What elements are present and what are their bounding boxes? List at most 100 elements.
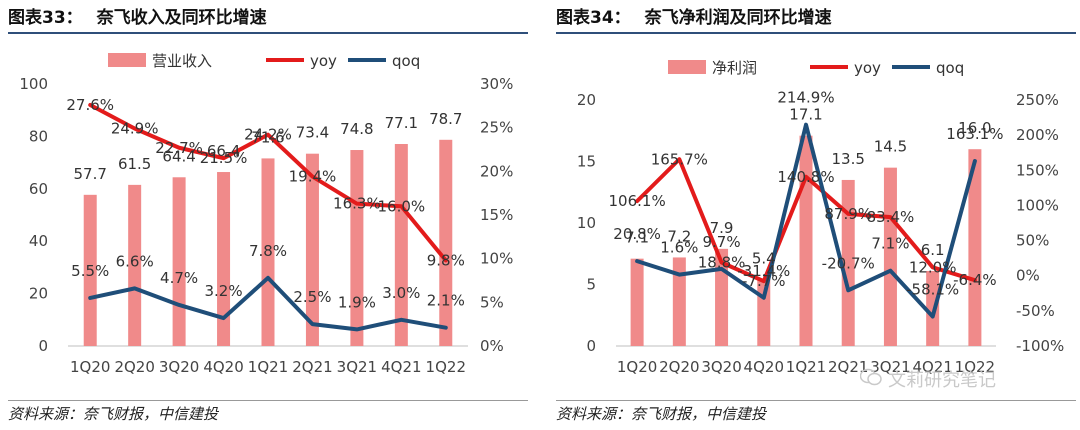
legend-label: qoq <box>936 59 964 77</box>
data-label: 66.4 <box>207 142 240 160</box>
x-tick-label: 2Q21 <box>828 358 868 376</box>
bar <box>394 143 408 346</box>
right-axis-tick: 10% <box>480 250 513 268</box>
chart-panel-revenue: 图表33： 奈飞收入及同环比增速 营业收入 yoy qoq 0 20 40 60 80 100 0%… <box>8 0 528 430</box>
bar <box>630 258 644 346</box>
bar <box>217 172 231 346</box>
legend-swatch-bar <box>108 53 146 67</box>
data-label: 24.2% <box>244 126 292 144</box>
legend-label: yoy <box>310 52 337 70</box>
bar <box>439 139 453 346</box>
chart-title-number: 图表33： <box>8 8 83 28</box>
revenue-chart: 营业收入 yoy qoq 0 20 40 60 80 100 0% 5% 10% 15% 20% 25% 30… <box>19 52 513 376</box>
right-axis-tick: 200% <box>1016 126 1059 144</box>
data-label: 71.6 <box>251 128 284 146</box>
bar <box>172 177 186 346</box>
data-label: 16.3% <box>333 195 381 213</box>
bar <box>926 270 940 346</box>
left-axis-tick: 80 <box>29 127 48 145</box>
watermark-text: 文莉研究笔记 <box>888 370 996 391</box>
data-label: 163.1% <box>946 125 1003 143</box>
watermark: 文莉研究笔记 <box>859 367 1060 395</box>
data-label: 20.8% <box>613 225 661 243</box>
data-label: 21.5% <box>200 149 248 167</box>
wechat-icon <box>859 367 882 395</box>
bar <box>968 149 982 346</box>
data-label: 19.4% <box>289 168 337 186</box>
bar <box>83 194 97 346</box>
chart-panel-net-profit: 图表34： 奈飞净利润及同环比增速 净利润 yoy qoq 0 5 10 15 20 -100% -… <box>556 0 1076 430</box>
data-label: 9.7% <box>703 233 741 251</box>
data-label: -7.7% <box>742 272 786 290</box>
bar <box>350 150 364 346</box>
data-label: 24.9% <box>111 120 159 138</box>
data-label: 6.6% <box>116 252 154 270</box>
right-axis-tick: 30% <box>480 75 513 93</box>
data-label: 57.7 <box>74 165 107 183</box>
data-label: 6.1 <box>921 241 945 259</box>
data-label: 1.6% <box>660 239 698 257</box>
data-label: 16.0% <box>378 197 426 215</box>
data-label: 18.8% <box>698 254 746 272</box>
data-label: -20.7% <box>822 254 875 272</box>
right-axis-tick: 100% <box>1016 196 1059 214</box>
chart-title: 图表34： 奈飞净利润及同环比增速 <box>556 4 1076 34</box>
left-axis-tick: 5 <box>586 276 596 294</box>
bar <box>261 158 275 346</box>
x-tick-label: 4Q20 <box>744 358 784 376</box>
data-label: 2.5% <box>293 288 331 306</box>
source-note: 资料来源：奈飞财报，中信建投 <box>556 400 1076 427</box>
data-label: 214.9% <box>777 89 834 107</box>
right-axis-tick: 15% <box>480 206 513 224</box>
data-label: 7.2 <box>667 227 691 245</box>
right-axis-tick: -50% <box>1016 302 1055 320</box>
chart-title-text: 奈飞收入及同环比增速 <box>96 8 267 28</box>
right-axis-tick: 0% <box>480 337 504 355</box>
legend-label: qoq <box>392 52 420 70</box>
data-label: 22.7% <box>155 139 203 157</box>
left-axis-tick: 20 <box>577 91 596 109</box>
bar <box>128 184 142 346</box>
data-label: 16.0 <box>958 119 991 137</box>
right-axis-tick: 20% <box>480 162 513 180</box>
bar <box>841 179 855 346</box>
x-tick-label: 4Q21 <box>381 358 421 376</box>
data-label: 9.8% <box>427 251 465 269</box>
legend-label: 营业收入 <box>152 52 212 70</box>
data-label: 61.5 <box>118 155 151 173</box>
x-tick-label: 3Q20 <box>701 358 741 376</box>
x-tick-label: 1Q21 <box>248 358 288 376</box>
data-label: -58.1% <box>906 281 959 299</box>
left-axis-tick: 40 <box>29 232 48 250</box>
data-label: 64.4 <box>162 147 195 165</box>
right-axis-tick: 0% <box>1016 267 1040 285</box>
right-axis-tick: -100% <box>1016 337 1064 355</box>
x-tick-label: 4Q20 <box>203 358 243 376</box>
data-label: 74.8 <box>340 120 373 138</box>
data-label: 14.5 <box>874 138 907 156</box>
data-label: 7.1% <box>871 235 909 253</box>
x-tick-label: 2Q21 <box>292 358 332 376</box>
x-tick-label: 3Q21 <box>870 358 910 376</box>
data-label: 17.1 <box>789 106 822 124</box>
right-axis-tick: 25% <box>480 119 513 137</box>
data-label: 106.1% <box>609 192 666 210</box>
source-note: 资料来源：奈飞财报，中信建投 <box>8 400 528 427</box>
data-label: 2.1% <box>427 292 465 310</box>
bar <box>672 257 686 346</box>
x-tick-label: 4Q21 <box>912 358 952 376</box>
right-axis-tick: 50% <box>1016 232 1049 250</box>
data-label: 87.9% <box>824 205 872 223</box>
x-tick-label: 1Q21 <box>786 358 826 376</box>
bar <box>305 153 319 346</box>
x-tick-label: 3Q20 <box>159 358 199 376</box>
data-label: 77.1 <box>385 114 418 132</box>
right-axis-tick: 5% <box>480 293 504 311</box>
net-profit-chart: 净利润 yoy qoq 0 5 10 15 20 -100% -50% 0% 50% 100% 150% 2… <box>577 59 1064 376</box>
left-axis-tick: 20 <box>29 285 48 303</box>
data-label: 4.7% <box>160 269 198 287</box>
data-label: 7.9 <box>710 219 734 237</box>
chart-legend: 净利润 yoy qoq <box>668 59 964 77</box>
chart-title: 图表33： 奈飞收入及同环比增速 <box>8 4 528 34</box>
chart-title-text: 奈飞净利润及同环比增速 <box>644 8 832 28</box>
